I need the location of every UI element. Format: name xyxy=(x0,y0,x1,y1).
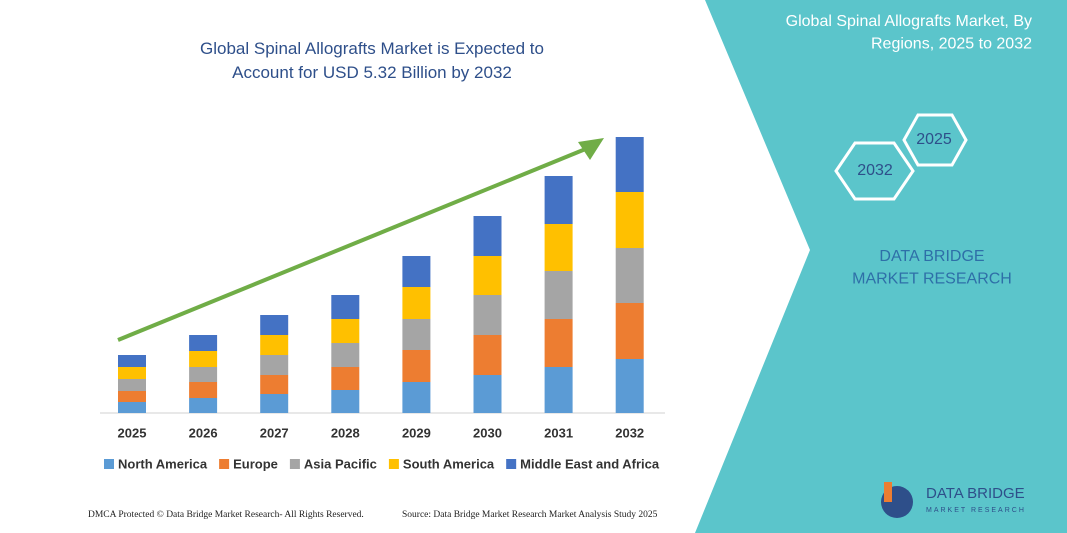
bar-segment xyxy=(189,382,218,398)
x-tick-label: 2025 xyxy=(118,425,147,440)
bar-segment xyxy=(544,224,573,271)
legend-label: Europe xyxy=(233,456,278,471)
bar-segment xyxy=(402,319,431,350)
hex-label: 2025 xyxy=(916,131,952,148)
bar-segment xyxy=(402,350,431,382)
logo-sub: MARKET RESEARCH xyxy=(926,507,1026,514)
arrow-head xyxy=(578,138,604,160)
bar-segment xyxy=(118,355,146,367)
bar-segment xyxy=(260,315,289,335)
bar-segment xyxy=(544,271,573,319)
legend-swatch xyxy=(506,459,517,469)
footer-right: Source: Data Bridge Market Research Mark… xyxy=(402,510,658,520)
bar-segment xyxy=(189,398,218,413)
legend-label: South America xyxy=(403,456,495,471)
bars xyxy=(118,137,644,413)
bar-segment xyxy=(473,295,502,335)
trend-arrow xyxy=(117,146,589,342)
legend-label: Asia Pacific xyxy=(304,456,377,471)
bar-segment xyxy=(260,335,289,355)
x-tick-label: 2031 xyxy=(544,425,573,440)
bar-segment xyxy=(402,256,431,287)
legend-swatch xyxy=(388,459,399,469)
bar-segment xyxy=(615,359,644,413)
bar-segment xyxy=(473,375,502,413)
bar-segment xyxy=(260,355,289,375)
logo-mark xyxy=(884,482,892,502)
bar-segment xyxy=(118,367,146,379)
footer-left: DMCA Protected © Data Bridge Market Rese… xyxy=(88,509,364,520)
bar-segment xyxy=(331,319,360,343)
bar-segment xyxy=(615,192,644,248)
bar-segment xyxy=(544,319,573,367)
bar-segment xyxy=(544,176,573,224)
side-panel xyxy=(695,0,1067,533)
brand-text: DATA BRIDGE MARKET RESEARCH xyxy=(852,248,1012,287)
bar-segment xyxy=(118,402,146,413)
legend-label: North America xyxy=(118,456,208,471)
bar-segment xyxy=(615,303,644,359)
legend-swatch xyxy=(104,459,114,469)
bar-segment xyxy=(402,382,431,413)
bar-segment xyxy=(615,248,644,303)
bar-segment xyxy=(544,367,573,413)
hexagon xyxy=(902,113,968,167)
bar-segment xyxy=(331,367,360,390)
hex-label: 2032 xyxy=(857,162,893,179)
bar-segment xyxy=(331,295,360,319)
bar-segment xyxy=(615,137,644,192)
legend-swatch xyxy=(219,459,230,469)
bar-segment xyxy=(118,391,146,402)
x-tick-label: 2027 xyxy=(260,425,289,440)
panel-title: Global Spinal Allografts Market, By Regio… xyxy=(786,13,1032,52)
x-tick-label: 2030 xyxy=(473,425,502,440)
bar-segment xyxy=(331,390,360,413)
x-tick-label: 2026 xyxy=(189,425,218,440)
x-tick-label: 2028 xyxy=(331,425,360,440)
bar-segment xyxy=(189,335,218,351)
x-tick-label: 2029 xyxy=(402,425,431,440)
bar-segment xyxy=(473,256,502,295)
bar-segment xyxy=(118,379,146,391)
bar-segment xyxy=(473,335,502,375)
bar-segment xyxy=(189,367,218,382)
bar-segment xyxy=(331,343,360,367)
logo-name: DATA BRIDGE xyxy=(926,485,1025,502)
bar-segment xyxy=(260,375,289,394)
bar-segment xyxy=(473,216,502,256)
chart-title: Global Spinal Allografts Market is Expec… xyxy=(200,39,544,82)
legend-swatch xyxy=(289,459,300,469)
legend: North America Europe Asia Pacific South Ame… xyxy=(104,456,660,471)
bar-segment xyxy=(189,351,218,367)
hexagon xyxy=(834,141,915,201)
legend-label: Middle East and Africa xyxy=(520,456,660,471)
x-tick-label: 2032 xyxy=(615,425,644,440)
bar-segment xyxy=(260,394,289,413)
bar-segment xyxy=(402,287,431,319)
